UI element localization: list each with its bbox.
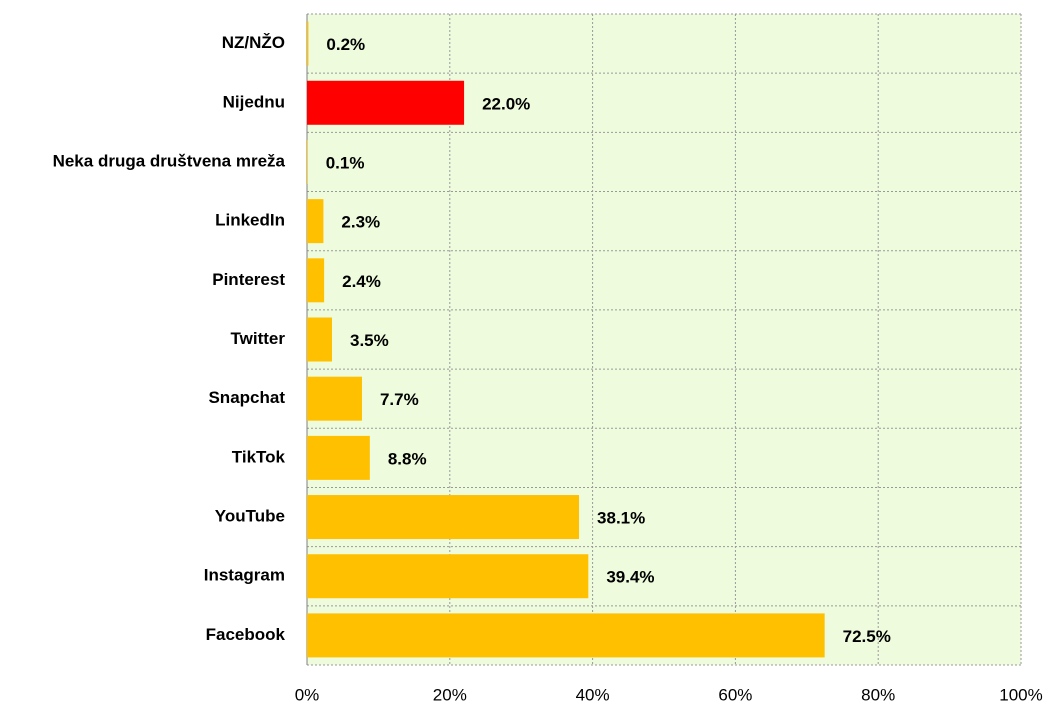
y-tick-label: Instagram xyxy=(204,566,285,585)
value-label: 22.0% xyxy=(482,94,530,113)
value-label: 72.5% xyxy=(843,627,891,646)
value-label: 3.5% xyxy=(350,331,389,350)
y-tick-label: Nijednu xyxy=(223,92,285,111)
bar xyxy=(307,435,370,480)
y-tick-label: Pinterest xyxy=(212,270,285,289)
value-label: 0.1% xyxy=(326,153,365,172)
y-tick-label: LinkedIn xyxy=(215,211,285,230)
bar xyxy=(307,495,580,540)
value-label: 7.7% xyxy=(380,390,419,409)
bar xyxy=(307,199,324,244)
y-tick-label: TikTok xyxy=(232,447,286,466)
y-tick-label: Twitter xyxy=(231,329,286,348)
x-tick-label: 40% xyxy=(576,685,610,704)
y-tick-label: Facebook xyxy=(206,625,286,644)
value-label: 2.3% xyxy=(341,213,380,232)
value-label: 2.4% xyxy=(342,272,381,291)
y-tick-label: Neka druga društvena mreža xyxy=(53,151,286,170)
value-label: 39.4% xyxy=(606,568,654,587)
bar xyxy=(307,139,308,184)
x-tick-label: 60% xyxy=(718,685,752,704)
bar xyxy=(307,376,362,421)
value-label: 8.8% xyxy=(388,449,427,468)
y-tick-label: YouTube xyxy=(215,507,285,526)
value-label: 38.1% xyxy=(597,509,645,528)
x-tick-label: 0% xyxy=(295,685,320,704)
y-tick-label: NZ/NŽO xyxy=(222,33,285,52)
y-tick-label: Snapchat xyxy=(208,388,285,407)
x-tick-label: 20% xyxy=(433,685,467,704)
bar xyxy=(307,80,465,125)
x-tick-label: 100% xyxy=(999,685,1042,704)
bar xyxy=(307,21,309,66)
bar xyxy=(307,613,825,658)
x-tick-label: 80% xyxy=(861,685,895,704)
bar xyxy=(307,258,325,303)
bar xyxy=(307,317,332,362)
value-label: 0.2% xyxy=(326,35,365,54)
bar xyxy=(307,554,589,599)
